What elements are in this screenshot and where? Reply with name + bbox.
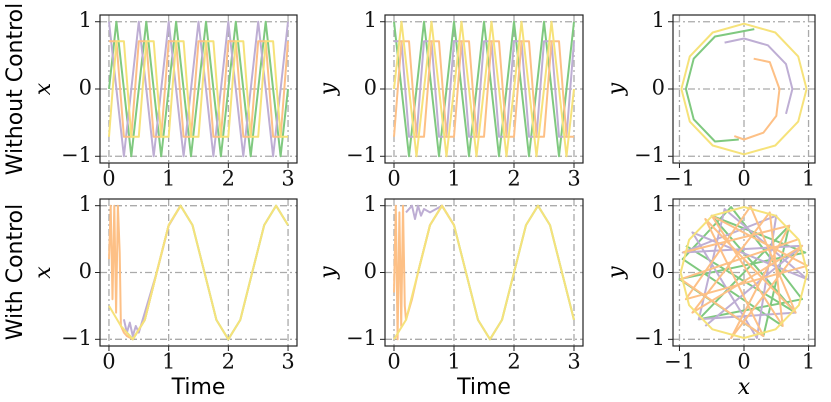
y-tick-label: 1 [364,8,377,32]
series-line [724,37,794,115]
series-line [394,40,575,138]
y-tick-label: −1 [61,143,92,167]
series-line [393,40,574,138]
series-line [108,40,288,138]
x-tick-label: 0 [737,350,750,374]
x-tick-label: 2 [222,350,235,374]
y-axis-label: y [604,266,629,280]
series-line [122,205,182,337]
series-line [393,204,575,341]
plot-frame [672,198,816,347]
x-tick-label: 2 [507,350,520,374]
series-line [733,57,781,141]
series-line [679,205,809,339]
y-tick-label: −1 [346,326,377,350]
y-tick-label: 0 [364,259,377,283]
x-axis-label: Time [171,375,226,400]
x-tick-label: 0 [102,167,115,191]
x-tick-label: 3 [281,167,294,191]
x-tick-label: 2 [222,167,235,191]
y-tick-label: 0 [652,76,665,100]
y-tick-label: 0 [79,259,92,283]
plot-frame [99,14,298,164]
y-tick-label: 0 [79,76,92,100]
x-tick-label: 3 [281,350,294,374]
x-tick-label: −1 [664,167,695,191]
plot-frame [384,198,584,347]
y-axis-label: y [316,82,341,96]
y-axis-label: x [31,82,56,95]
x-tick-label: 0 [737,167,750,191]
y-tick-label: 1 [364,192,377,216]
x-tick-label: 0 [387,350,400,374]
x-tick-label: 1 [802,167,815,191]
x-tick-label: 0 [102,350,115,374]
series-line [393,20,575,158]
series-line [680,22,808,156]
x-axis-label: Time [456,375,511,400]
y-tick-label: 1 [652,8,665,32]
y-tick-label: −1 [346,143,377,167]
y-tick-label: −1 [61,326,92,350]
series-line [108,20,289,158]
y-axis-label: y [604,82,629,96]
series-line [393,20,575,158]
series-line [405,204,455,226]
y-tick-label: 0 [364,76,377,100]
series-line [108,20,289,158]
x-tick-label: 2 [507,167,520,191]
x-tick-label: 3 [567,350,580,374]
y-tick-label: 1 [652,192,665,216]
x-tick-label: 1 [447,167,460,191]
plot-frame [384,14,584,164]
y-tick-label: 0 [652,259,665,283]
row-label: Without Control [3,3,28,176]
y-axis-label: x [31,266,56,279]
y-tick-label: −1 [634,326,665,350]
x-axis-label: x [738,375,751,400]
plot-frame [672,14,816,164]
y-axis-label: y [316,266,341,280]
y-tick-label: 1 [79,192,92,216]
series-line [679,206,809,339]
series-line [109,40,289,138]
x-tick-label: −1 [664,350,695,374]
series-line [684,28,755,143]
row-label: With Control [3,204,28,340]
y-tick-label: 1 [79,8,92,32]
y-tick-label: −1 [634,143,665,167]
plot-frame [99,198,298,347]
x-tick-label: 1 [162,350,175,374]
series-line [108,204,289,341]
x-tick-label: 0 [387,167,400,191]
x-tick-label: 3 [567,167,580,191]
x-tick-label: 1 [802,350,815,374]
x-tick-label: 1 [447,350,460,374]
x-tick-label: 1 [162,167,175,191]
